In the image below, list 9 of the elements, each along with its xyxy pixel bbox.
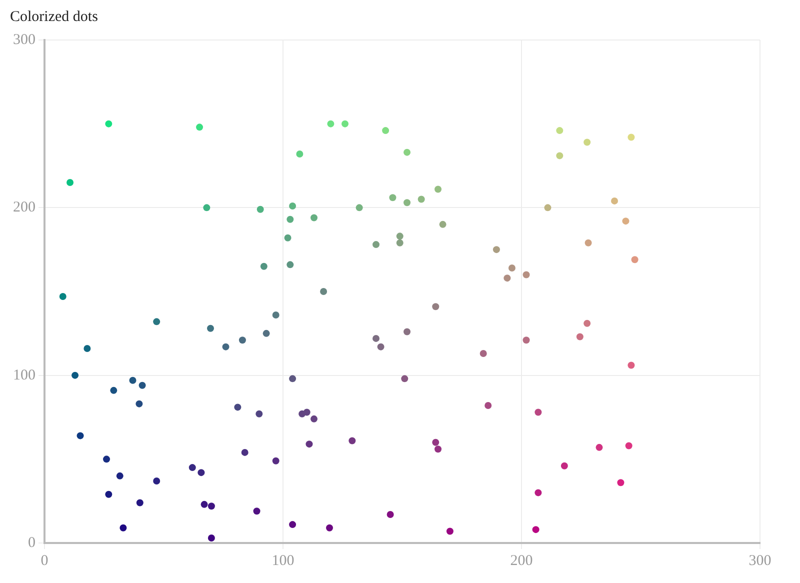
x-tick-label: 0 [40,552,48,569]
y-tick-label: 100 [13,367,36,384]
x-tick-label: 100 [272,552,294,569]
y-tick-label: 300 [13,32,36,48]
y-tick-label: 0 [28,534,36,551]
y-tick-label: 200 [13,200,36,216]
chart-title: Colorized dots [10,8,98,25]
x-tick-label: 300 [748,552,772,569]
x-tick-label: 200 [510,552,533,569]
